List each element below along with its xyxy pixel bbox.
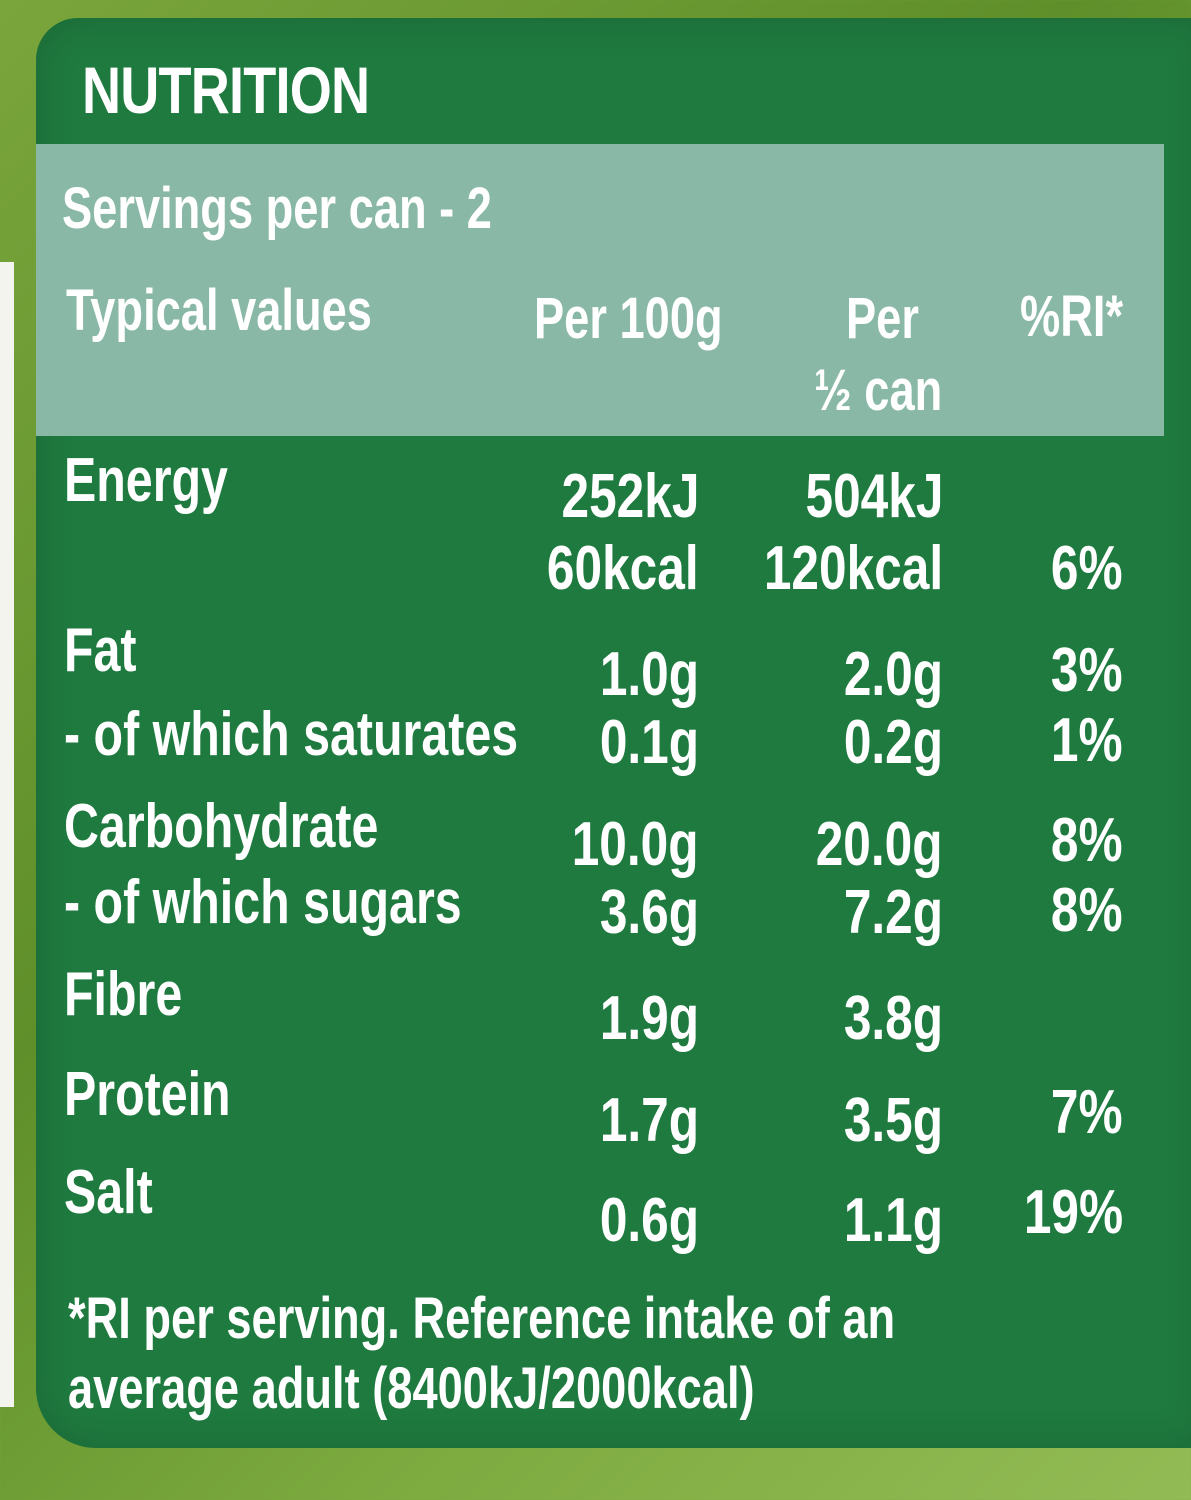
cell-carbohydrate-ri: 8%: [1051, 806, 1123, 875]
cell-salt-per100: 0.6g: [599, 1186, 699, 1255]
cell-sugars-ri: 8%: [1051, 876, 1123, 945]
cell-fat-per100: 1.0g: [599, 640, 699, 709]
cell-saturates-half: 0.2g: [843, 708, 943, 777]
row-label-saturates: - of which saturates: [64, 700, 519, 769]
cell-saturates-ri: 1%: [1051, 706, 1123, 775]
footnote-line-2: average adult (8400kJ/2000kcal): [68, 1356, 755, 1421]
cell-salt-half: 1.1g: [843, 1186, 943, 1255]
header-per-100g: Per 100g: [534, 286, 723, 351]
cell-protein-per100: 1.7g: [599, 1086, 699, 1155]
nutrition-title: NUTRITION: [82, 53, 370, 127]
cell-energy-kj-half: 504kJ: [805, 462, 943, 531]
footnote: *RI per serving. Reference intake of an …: [68, 1284, 895, 1424]
row-label-salt: Salt: [64, 1158, 153, 1227]
cell-energy-kj-per100: 252kJ: [561, 462, 699, 531]
white-background-strip: [0, 262, 14, 1407]
cell-energy-ri: 6%: [1051, 534, 1123, 603]
cell-protein-ri: 7%: [1051, 1078, 1123, 1147]
row-label-protein: Protein: [64, 1060, 231, 1129]
row-label-sugars: - of which sugars: [64, 868, 462, 937]
header-ri: %RI*: [1020, 284, 1124, 349]
cell-fibre-half: 3.8g: [843, 984, 943, 1053]
cell-sugars-per100: 3.6g: [599, 878, 699, 947]
cell-salt-ri: 19%: [1023, 1178, 1123, 1247]
row-label-fibre: Fibre: [64, 960, 183, 1029]
row-label-energy: Energy: [64, 446, 228, 515]
cell-carbohydrate-per100: 10.0g: [572, 810, 699, 879]
cell-fibre-per100: 1.9g: [599, 984, 699, 1053]
cell-protein-half: 3.5g: [843, 1086, 943, 1155]
footnote-line-1: *RI per serving. Reference intake of an: [68, 1286, 896, 1351]
header-per-half-can-line2: ½ can: [814, 358, 943, 423]
cell-saturates-per100: 0.1g: [599, 708, 699, 777]
row-label-carbohydrate: Carbohydrate: [64, 792, 379, 861]
cell-fat-half: 2.0g: [843, 640, 943, 709]
cell-energy-kcal-half: 120kcal: [763, 534, 943, 603]
header-band: [36, 144, 1164, 436]
cell-energy-kcal-per100: 60kcal: [547, 534, 699, 603]
cell-sugars-half: 7.2g: [843, 878, 943, 947]
header-per-half-can-line1: Per: [846, 286, 919, 351]
cell-carbohydrate-half: 20.0g: [816, 810, 943, 879]
header-typical-values: Typical values: [66, 278, 372, 343]
cell-fat-ri: 3%: [1051, 636, 1123, 705]
row-label-fat: Fat: [64, 616, 137, 685]
servings-text: Servings per can - 2: [62, 176, 492, 241]
